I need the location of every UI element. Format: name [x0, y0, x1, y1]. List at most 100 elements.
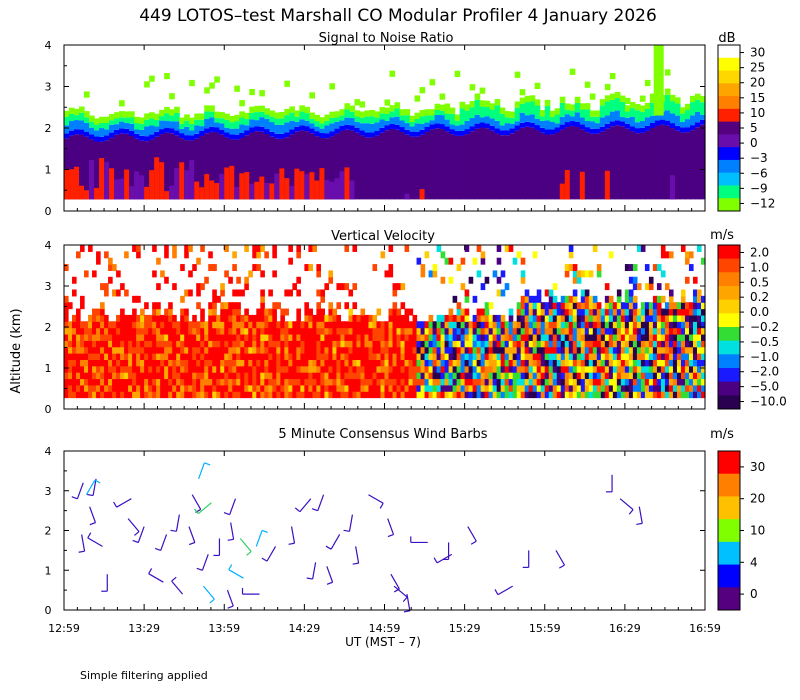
vv-cell	[244, 245, 249, 252]
wind-barb-flag	[223, 512, 230, 516]
vv-cell	[188, 270, 193, 278]
vv-cell	[132, 245, 137, 252]
vv-cell	[660, 321, 666, 329]
vv-cell	[76, 391, 81, 399]
snr-cell	[559, 129, 566, 200]
snr-cell	[314, 180, 320, 200]
vv-cell	[564, 391, 570, 399]
vv-cell	[124, 314, 129, 322]
vv-cell	[404, 384, 410, 392]
snr-cell	[654, 125, 661, 200]
snr-cell	[119, 178, 125, 200]
vv-cell	[108, 333, 113, 341]
snr-cell	[229, 122, 235, 129]
vv-cell	[488, 384, 494, 392]
vv-cell	[464, 295, 470, 303]
vv-cell	[476, 327, 482, 335]
vv-cell	[596, 333, 602, 341]
vv-cell	[132, 391, 137, 399]
snr-cell	[139, 135, 145, 141]
vv-cell	[492, 314, 498, 322]
snr-cell	[99, 136, 105, 142]
vv-cell	[240, 346, 245, 354]
vv-cell	[660, 308, 666, 316]
vv-cell	[100, 378, 105, 386]
wind-barb-flag	[352, 562, 359, 565]
snr-cell	[404, 129, 411, 135]
vv-cell	[204, 321, 209, 329]
wind-panel-title: 5 Minute Consensus Wind Barbs	[278, 427, 487, 442]
vv-cell	[692, 359, 698, 367]
vv-cell	[556, 372, 562, 380]
snr-cell	[604, 170, 611, 200]
vv-cell	[132, 327, 137, 335]
wind-barb	[230, 522, 235, 540]
vv-cell	[460, 384, 466, 392]
vv-cell	[152, 333, 157, 341]
vv-cell	[488, 378, 494, 386]
vv-cell	[564, 359, 570, 367]
snr-cell	[309, 118, 315, 124]
vv-cell	[68, 359, 73, 367]
vv-cell	[604, 340, 610, 348]
vv-cell	[512, 340, 518, 348]
vv-cell	[488, 340, 494, 348]
snr-cell	[479, 117, 486, 123]
snr-cell	[219, 134, 225, 200]
snr-cell	[599, 131, 606, 200]
snr-cell	[239, 137, 245, 200]
vv-cell	[232, 264, 237, 272]
vv-cell	[540, 384, 546, 392]
snr-cell	[359, 111, 366, 118]
vv-cell	[588, 378, 594, 386]
vv-cell	[144, 378, 149, 386]
vv-cell	[316, 346, 321, 354]
vv-cell	[496, 372, 502, 380]
vv-cell	[236, 378, 241, 386]
vv-cell	[632, 264, 638, 272]
vv-cell	[564, 333, 570, 341]
snr-cell	[689, 115, 696, 126]
vv-cell	[320, 333, 326, 341]
snr-cell	[244, 112, 250, 120]
vv-cell	[268, 327, 273, 335]
vv-cell	[228, 391, 233, 399]
vv-cell	[664, 372, 670, 380]
snr-cell	[404, 193, 411, 200]
vv-cell	[584, 333, 590, 341]
vv-cell	[164, 245, 169, 252]
vv-cell	[480, 340, 486, 348]
vv-cell	[440, 359, 446, 367]
vv-cell	[132, 365, 137, 373]
vv-cell	[564, 295, 570, 303]
vv-cell	[700, 308, 706, 316]
vv-cell	[656, 346, 662, 354]
vv-cell	[592, 314, 598, 322]
vv-cell	[464, 289, 470, 297]
snr-cell	[174, 121, 180, 131]
wind-barb-flag	[89, 522, 96, 526]
snr-cell	[279, 168, 285, 200]
vv-cell	[308, 321, 313, 329]
vv-cell	[332, 359, 338, 367]
vv-cell	[344, 372, 350, 380]
wind-barb	[85, 479, 96, 496]
colorbar-label: 10	[750, 524, 765, 538]
vv-cell	[116, 314, 121, 322]
vv-cell	[660, 327, 666, 335]
snr-cell	[524, 115, 531, 122]
vv-cell	[316, 302, 321, 310]
vv-cell	[664, 346, 670, 354]
snr-cell	[544, 99, 551, 107]
vv-cell	[156, 333, 161, 341]
vv-cell	[456, 365, 462, 373]
vv-cell	[364, 333, 370, 341]
vv-cell	[644, 321, 650, 329]
vv-cell	[552, 365, 558, 373]
vv-cell	[160, 391, 165, 399]
vv-cell	[196, 302, 201, 310]
snr-cell	[149, 139, 155, 200]
vv-cell	[628, 327, 634, 335]
wind-barb-flag	[294, 507, 301, 513]
colorbar-swatch	[718, 134, 740, 148]
